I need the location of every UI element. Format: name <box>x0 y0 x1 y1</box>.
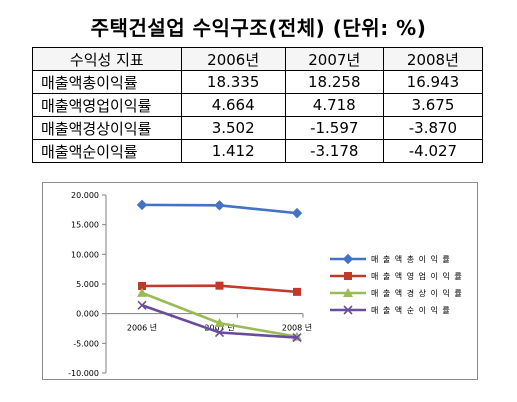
y-tick-label: 15.000 <box>71 221 99 230</box>
data-point-2 <box>215 281 224 290</box>
line-chart: 20.000 15.000 10.000 5.000 0.000 -5.000 -10.00… <box>42 182 478 380</box>
table-cell: 1.412 <box>180 139 286 163</box>
profitability-table: 수익성 지표 2006년 2007년 2008년 매출액총이익률 18.335 … <box>32 47 484 163</box>
table-cell-label: 매출액경상이익률 <box>32 116 182 140</box>
table-header-2006: 2006년 <box>180 47 286 71</box>
y-tick-label: 20.000 <box>71 191 99 200</box>
table-cell: -3.870 <box>382 116 484 140</box>
legend-label: 매 출 액 순 이 익 률 <box>371 305 451 315</box>
table-cell: 3.502 <box>180 116 286 140</box>
table-cell: -1.597 <box>284 116 384 140</box>
data-point-1 <box>214 200 225 211</box>
y-tick-label: -5.000 <box>73 339 99 348</box>
y-tick-label: 0.000 <box>76 310 99 319</box>
table-row: 매출액순이익률 1.412 -3.178 -4.027 <box>32 139 484 163</box>
y-tick-label: 5.000 <box>76 280 99 289</box>
chart-svg: 20.000 15.000 10.000 5.000 0.000 -5.000 -10.00… <box>68 191 463 378</box>
table-cell: -3.178 <box>284 139 384 163</box>
legend-marker <box>342 253 354 265</box>
table-cell: 3.675 <box>382 93 484 117</box>
table-cell: -4.027 <box>382 139 484 163</box>
table-header-row: 수익성 지표 2006년 2007년 2008년 <box>32 47 484 71</box>
table-cell: 16.943 <box>382 70 484 94</box>
table-cell: 18.258 <box>284 70 384 94</box>
table-cell: 4.664 <box>180 93 286 117</box>
table-cell: 18.335 <box>180 70 286 94</box>
x-tick-label: 2006 년 <box>127 323 157 333</box>
legend-label: 매 출 액 영 업 이 익 률 <box>371 271 463 281</box>
data-point-4 <box>214 327 225 338</box>
table-cell: 4.718 <box>284 93 384 117</box>
table-cell-label: 매출액영업이익률 <box>32 93 182 117</box>
data-point-1 <box>291 207 303 219</box>
table-row: 매출액총이익률 18.335 18.258 16.943 <box>32 70 484 94</box>
table-cell-label: 매출액총이익률 <box>32 70 182 94</box>
legend-label: 매 출 액 총 이 익 률 <box>371 254 451 264</box>
data-point-1 <box>136 199 148 211</box>
legend-marker <box>344 272 352 280</box>
data-point-2 <box>293 287 301 296</box>
data-point-3 <box>137 287 147 297</box>
data-point-4 <box>292 332 302 343</box>
table-cell-label: 매출액순이익률 <box>32 139 182 163</box>
data-point-4 <box>137 300 147 310</box>
table-header-2008: 2008년 <box>382 47 484 71</box>
y-tick-label: -10.000 <box>68 369 99 378</box>
data-point-2 <box>138 281 146 290</box>
table-header-indicator: 수익성 지표 <box>32 47 182 71</box>
page-title: 주택건설업 수익구조(전체) (단위: %) <box>90 16 427 40</box>
legend-marker <box>343 305 353 315</box>
table-row: 매출액경상이익률 3.502 -1.597 -3.870 <box>32 116 484 140</box>
table-row: 매출액영업이익률 4.664 4.718 3.675 <box>32 93 484 117</box>
data-point-3 <box>214 318 225 328</box>
x-tick-label: 2007 년 <box>204 323 234 333</box>
legend-label: 매 출 액 경 상 이 익 률 <box>371 288 463 298</box>
table-header-2007: 2007년 <box>284 47 384 71</box>
y-tick-label: 10.000 <box>71 250 99 259</box>
legend-marker <box>343 288 353 297</box>
x-tick-label: 2008 년 <box>282 323 312 333</box>
